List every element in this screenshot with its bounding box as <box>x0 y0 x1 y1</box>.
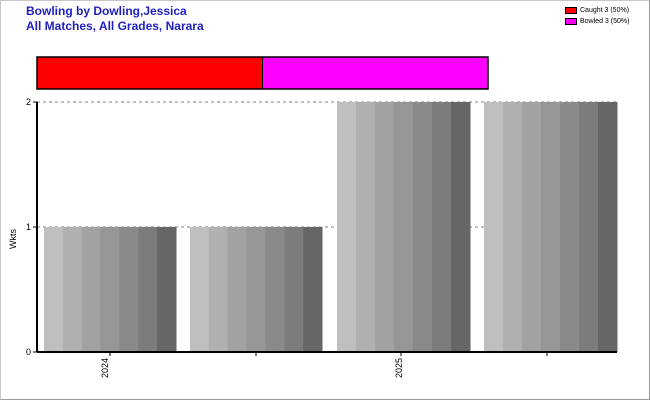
legend-item-caught: Caught 3 (50%) <box>565 5 629 16</box>
legend-swatch-bowled <box>565 18 577 25</box>
bar <box>337 102 471 352</box>
x-tick-label-2025: 2025 <box>394 358 404 378</box>
bar-shade-strip <box>208 227 229 352</box>
y-tick-label: 2 <box>26 97 31 107</box>
bar-shade-strip <box>541 102 561 352</box>
legend-label-bowled: Bowled 3 (50%) <box>580 18 630 25</box>
legend-label-caught: Caught 3 (50%) <box>580 7 630 14</box>
bar-shade-strip <box>284 227 304 352</box>
summary-bar-outline <box>36 56 489 90</box>
bar-shade-strip <box>157 227 177 352</box>
y-tick-label: 1 <box>26 222 31 232</box>
bar-shade-strip <box>119 227 139 352</box>
bar-shade-strip <box>227 227 248 352</box>
summary-segment-bowled <box>262 56 489 90</box>
bar-shade-strip <box>100 227 120 352</box>
bar-shade-strip <box>503 102 523 352</box>
bar <box>190 227 323 352</box>
bar-shade-strip <box>579 102 599 352</box>
bar-shade-strip <box>190 227 210 352</box>
bar-shade-strip <box>138 227 158 352</box>
bar-shade-strip <box>265 227 285 352</box>
dismissal-summary-bar <box>36 56 489 90</box>
bar <box>484 102 618 352</box>
bar-shade-strip <box>246 227 266 352</box>
bar-shade-strip <box>522 102 542 352</box>
y-axis-label: Wkts <box>8 229 18 249</box>
legend: Caught 3 (50%) Bowled 3 (50%) <box>565 5 629 27</box>
y-tick-label: 0 <box>26 347 31 357</box>
bar-shade-strip <box>560 102 580 352</box>
bar-shade-strip <box>81 227 102 352</box>
bar-shade-strip <box>44 227 64 352</box>
bar-shade-strip <box>413 102 433 352</box>
bar-series <box>44 102 618 352</box>
bar-shade-strip <box>432 102 452 352</box>
chart-title: Bowling by Dowling,Jessica <box>26 4 187 18</box>
axes: 0 1 2 2024 2025 <box>26 97 617 378</box>
bar-shade-strip <box>356 102 376 352</box>
summary-segment-caught <box>36 56 263 90</box>
bar-shade-strip <box>484 102 504 352</box>
bar-shade-strip <box>451 102 471 352</box>
bar <box>44 227 177 352</box>
bar-shade-strip <box>62 227 83 352</box>
bar-shade-strip <box>337 102 357 352</box>
chart-subtitle: All Matches, All Grades, Narara <box>26 19 204 33</box>
bar-shade-strip <box>375 102 395 352</box>
bar-shade-strip <box>598 102 618 352</box>
bar-shade-strip <box>394 102 414 352</box>
bar-shade-strip <box>303 227 323 352</box>
x-tick-label-2024: 2024 <box>100 358 110 378</box>
legend-swatch-caught <box>565 7 577 14</box>
legend-item-bowled: Bowled 3 (50%) <box>565 16 629 27</box>
